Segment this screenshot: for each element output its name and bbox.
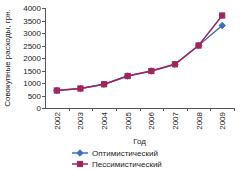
x-tick (69, 108, 70, 111)
y-tick-label: 3000 (23, 29, 41, 38)
x-axis-title: Год (133, 137, 146, 146)
point (125, 73, 130, 78)
x-tick-label: 2002 (53, 111, 62, 129)
x-tick (234, 108, 235, 111)
point (78, 86, 83, 91)
x-tick-label: 2006 (147, 111, 156, 129)
y-tick (42, 33, 45, 34)
y-tick (42, 96, 45, 97)
y-tick-label: 1500 (23, 67, 41, 76)
x-tick-label: 2003 (76, 111, 85, 129)
y-tick-label: 500 (28, 92, 42, 101)
point (148, 68, 154, 74)
y-axis (45, 8, 46, 108)
point (124, 73, 130, 79)
legend-entry: Пессимистический (72, 160, 162, 169)
plot-area (54, 13, 226, 94)
y-tick-label: 0 (37, 104, 42, 113)
legend-label: Пессимистический (92, 160, 162, 169)
y-tick-label: 3500 (23, 17, 41, 26)
y-tick (42, 108, 45, 109)
y-tick-label: 4000 (23, 4, 41, 13)
x-tick (116, 108, 117, 111)
x-tick-label: 2009 (218, 111, 227, 129)
y-tick (42, 58, 45, 59)
point (101, 81, 107, 87)
legend-label: Оптимистический (92, 149, 158, 158)
x-tick (92, 108, 93, 111)
chart: 0 500 1000 1500 2000 2500 3000 3500 4000 2002 2003… (0, 0, 240, 170)
x-tick (187, 108, 188, 111)
point (149, 68, 154, 73)
x-tick (140, 108, 141, 111)
point (220, 13, 225, 18)
y-tick-label: 1000 (23, 79, 41, 88)
point (54, 87, 60, 93)
legend-entry: Оптимистический (72, 149, 158, 158)
point (77, 85, 83, 91)
y-tick (42, 83, 45, 84)
y-tick (42, 71, 45, 72)
x-tick-label: 2008 (195, 111, 204, 129)
x-axis (45, 108, 234, 109)
series-line (57, 26, 222, 91)
x-tick (210, 108, 211, 111)
point (101, 82, 106, 87)
point (196, 43, 201, 48)
x-tick-label: 2005 (124, 111, 133, 129)
y-tick-label: 2000 (23, 54, 41, 63)
point (172, 61, 178, 67)
x-tick (163, 108, 164, 111)
x-tick-label: 2004 (100, 111, 109, 129)
point (54, 88, 59, 93)
y-tick (42, 46, 45, 47)
x-tick-label: 2007 (171, 111, 180, 129)
point (172, 62, 177, 67)
point (195, 42, 201, 48)
y-tick (42, 21, 45, 22)
point (219, 22, 225, 28)
y-tick-label: 2500 (23, 42, 41, 51)
y-axis-title: Совокупные расходы, грн. (3, 9, 12, 107)
y-tick (42, 8, 45, 9)
legend-marker (77, 161, 82, 166)
legend-marker (77, 150, 83, 156)
series-line (57, 16, 222, 91)
